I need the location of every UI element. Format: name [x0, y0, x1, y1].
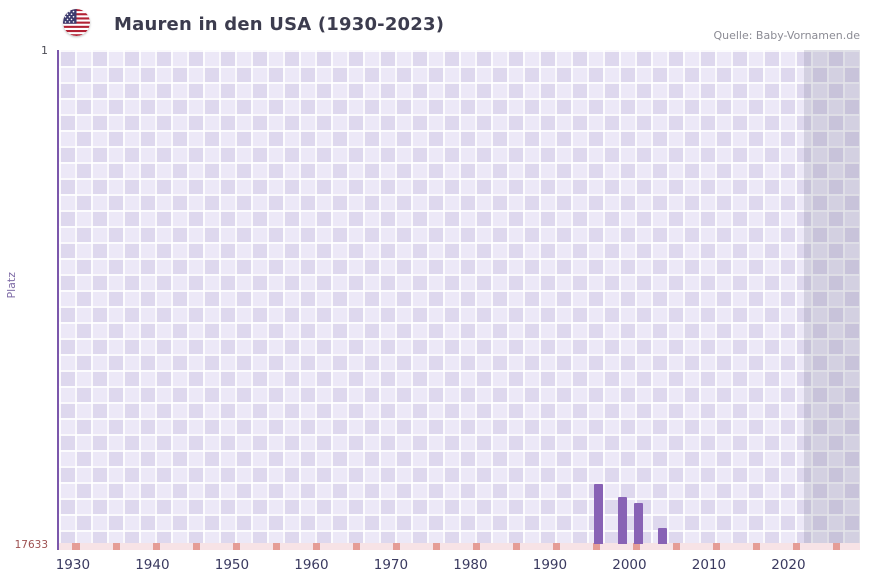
x-tick-label-1990: 1990: [532, 557, 568, 573]
y-tick-label-top: 1: [41, 44, 48, 57]
x-tick-label-2000: 2000: [612, 557, 647, 573]
us-flag-icon: [63, 9, 90, 36]
bars-layer: [59, 50, 860, 550]
y-axis-label: Platz: [5, 272, 18, 299]
x-tick-label-1970: 1970: [373, 557, 409, 573]
bar-1999[interactable]: [618, 496, 628, 544]
recent-years-band: [804, 50, 860, 550]
x-tick-label-2010: 2010: [691, 557, 727, 573]
plot-area: [57, 50, 860, 550]
x-tick-label-1940: 1940: [135, 557, 170, 573]
source-credit: Quelle: Baby-Vornamen.de: [713, 29, 860, 42]
x-tick-label-1980: 1980: [453, 557, 488, 573]
x-tick-label-1930: 1930: [55, 557, 91, 573]
bar-2001[interactable]: [633, 503, 643, 544]
x-tick-label-1960: 1960: [294, 557, 329, 573]
x-tick-label-1950: 1950: [214, 557, 250, 573]
x-axis-ticks: 1930 1940 1950 1960 1970 1980 1990 2000 2010 2020: [55, 557, 860, 579]
page-title: Mauren in den USA (1930-2023): [114, 14, 445, 35]
bar-1996[interactable]: [594, 484, 604, 544]
x-tick-label-2020: 2020: [771, 557, 806, 573]
bar-2004[interactable]: [657, 527, 667, 544]
y-tick-label-bottom: 17633: [14, 539, 48, 551]
x-axis-baseline-strip: [59, 543, 860, 550]
